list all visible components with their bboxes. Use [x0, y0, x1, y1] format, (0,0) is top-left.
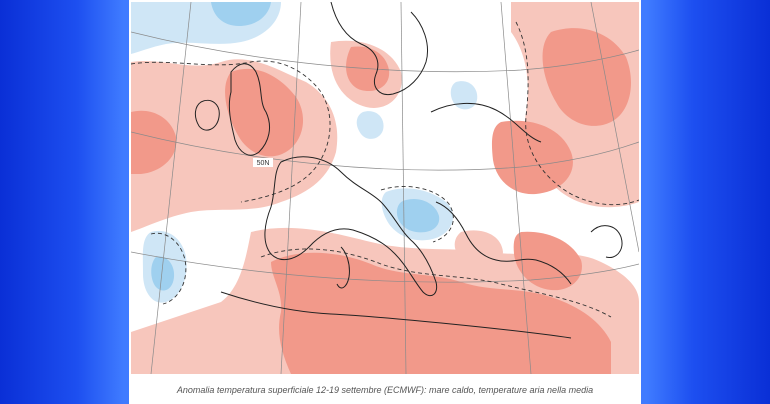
- latitude-label: 50N: [257, 160, 270, 167]
- cool-anomaly-medium: [151, 2, 440, 291]
- map-figure: 50N Anomalia temperatura superficiale 12…: [129, 0, 641, 404]
- temperature-anomaly-map: 50N: [131, 2, 639, 374]
- coastlines: [194, 2, 623, 339]
- latitude-label-group: 50N: [253, 158, 273, 167]
- latitude-label-background: [253, 158, 273, 167]
- map-caption: Anomalia temperatura superficiale 12-19 …: [176, 385, 594, 395]
- anomaly-contours: [131, 21, 639, 318]
- graticule: [131, 2, 639, 374]
